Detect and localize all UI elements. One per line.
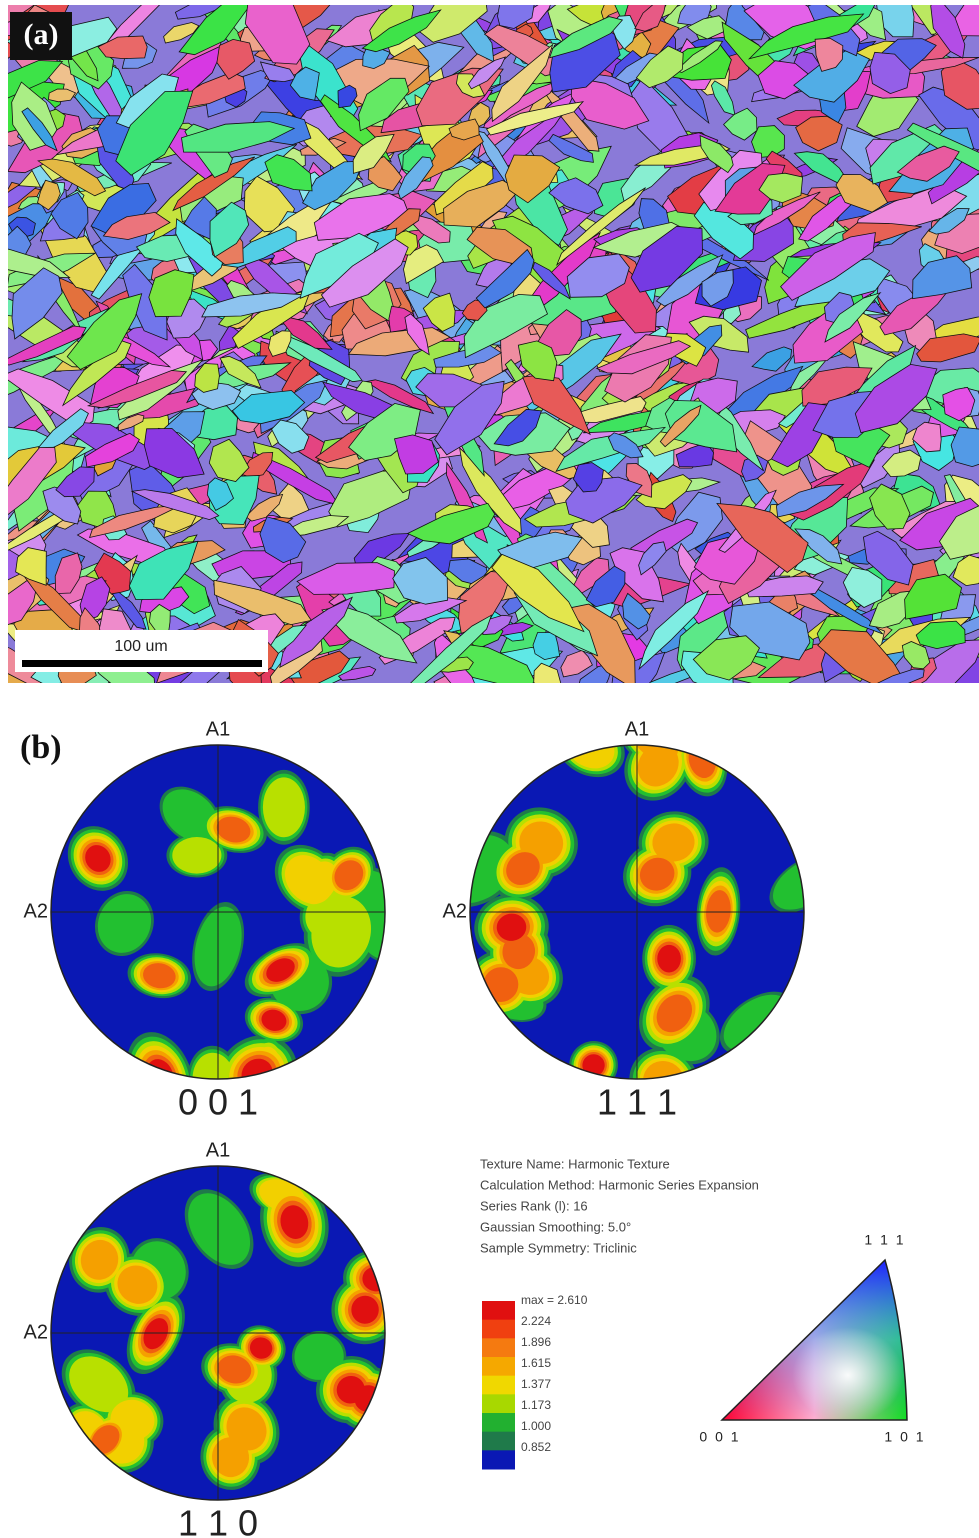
contour (263, 777, 305, 837)
legend-label: 1.000 (521, 1419, 551, 1433)
ipf-label: 1 0 1 (884, 1429, 925, 1445)
legend-swatch (482, 1450, 515, 1469)
legend-swatch (482, 1301, 515, 1320)
axis-label: A2 (24, 900, 48, 922)
pole-figure (48, 742, 420, 1129)
info-line: Series Rank (l): 16 (480, 1198, 588, 1213)
legend-label: 1.615 (521, 1356, 551, 1370)
texture-info: Texture Name: Harmonic Texture Calculati… (480, 1156, 759, 1255)
info-line: Sample Symmetry: Triclinic (480, 1240, 637, 1255)
scale-bar-label: 100 um (114, 638, 167, 655)
figure: (a) 100 um (b) A1 A2 0 0 1 A1 A2 1 1 1 A1 A2 1 1… (0, 0, 979, 1538)
contour (657, 945, 681, 973)
axis-label: A1 (206, 1139, 230, 1161)
legend-swatch (482, 1376, 515, 1395)
info-line: Calculation Method: Harmonic Series Expa… (480, 1177, 759, 1192)
legend-label: 1.173 (521, 1398, 551, 1412)
legend-label: 2.224 (521, 1314, 551, 1328)
pole-figure (418, 699, 850, 1130)
legend: max = 2.610 2.224 1.896 1.615 1.377 1.173 1.00… (482, 1293, 588, 1469)
pf-name: 1 1 1 (597, 1082, 677, 1123)
ipf-label: 1 1 1 (864, 1232, 905, 1248)
axis-label: A1 (625, 718, 649, 740)
legend-swatch (482, 1432, 515, 1451)
legend-label: 1.896 (521, 1335, 551, 1349)
pole-figures: A1 A2 0 0 1 A1 A2 1 1 1 A1 A2 1 1 0 (24, 699, 851, 1538)
axis-label: A1 (206, 718, 230, 740)
axis-label: A2 (24, 1321, 48, 1343)
legend-label: 0.852 (521, 1440, 551, 1454)
scale-bar (22, 660, 262, 667)
legend-swatch (482, 1394, 515, 1413)
ipf-label: 0 0 1 (699, 1429, 740, 1445)
legend-swatch (482, 1357, 515, 1376)
panel-label: (b) (20, 729, 62, 766)
info-line: Texture Name: Harmonic Texture (480, 1156, 670, 1171)
axis-label: A2 (443, 900, 467, 922)
legend-swatch (482, 1338, 515, 1357)
legend-label: 1.377 (521, 1377, 551, 1391)
pf-name: 0 0 1 (178, 1082, 258, 1123)
ipf-triangle: 1 1 1 0 0 1 1 0 1 (699, 1232, 925, 1445)
legend-swatch (482, 1320, 515, 1339)
contour (172, 837, 221, 874)
panel-label: (a) (24, 18, 59, 51)
pf-name: 1 1 0 (178, 1503, 258, 1538)
ebsd-map (0, 0, 979, 721)
info-line: Gaussian Smoothing: 5.0° (480, 1219, 631, 1234)
legend-swatch (482, 1413, 515, 1432)
legend-label: max = 2.610 (521, 1293, 588, 1307)
